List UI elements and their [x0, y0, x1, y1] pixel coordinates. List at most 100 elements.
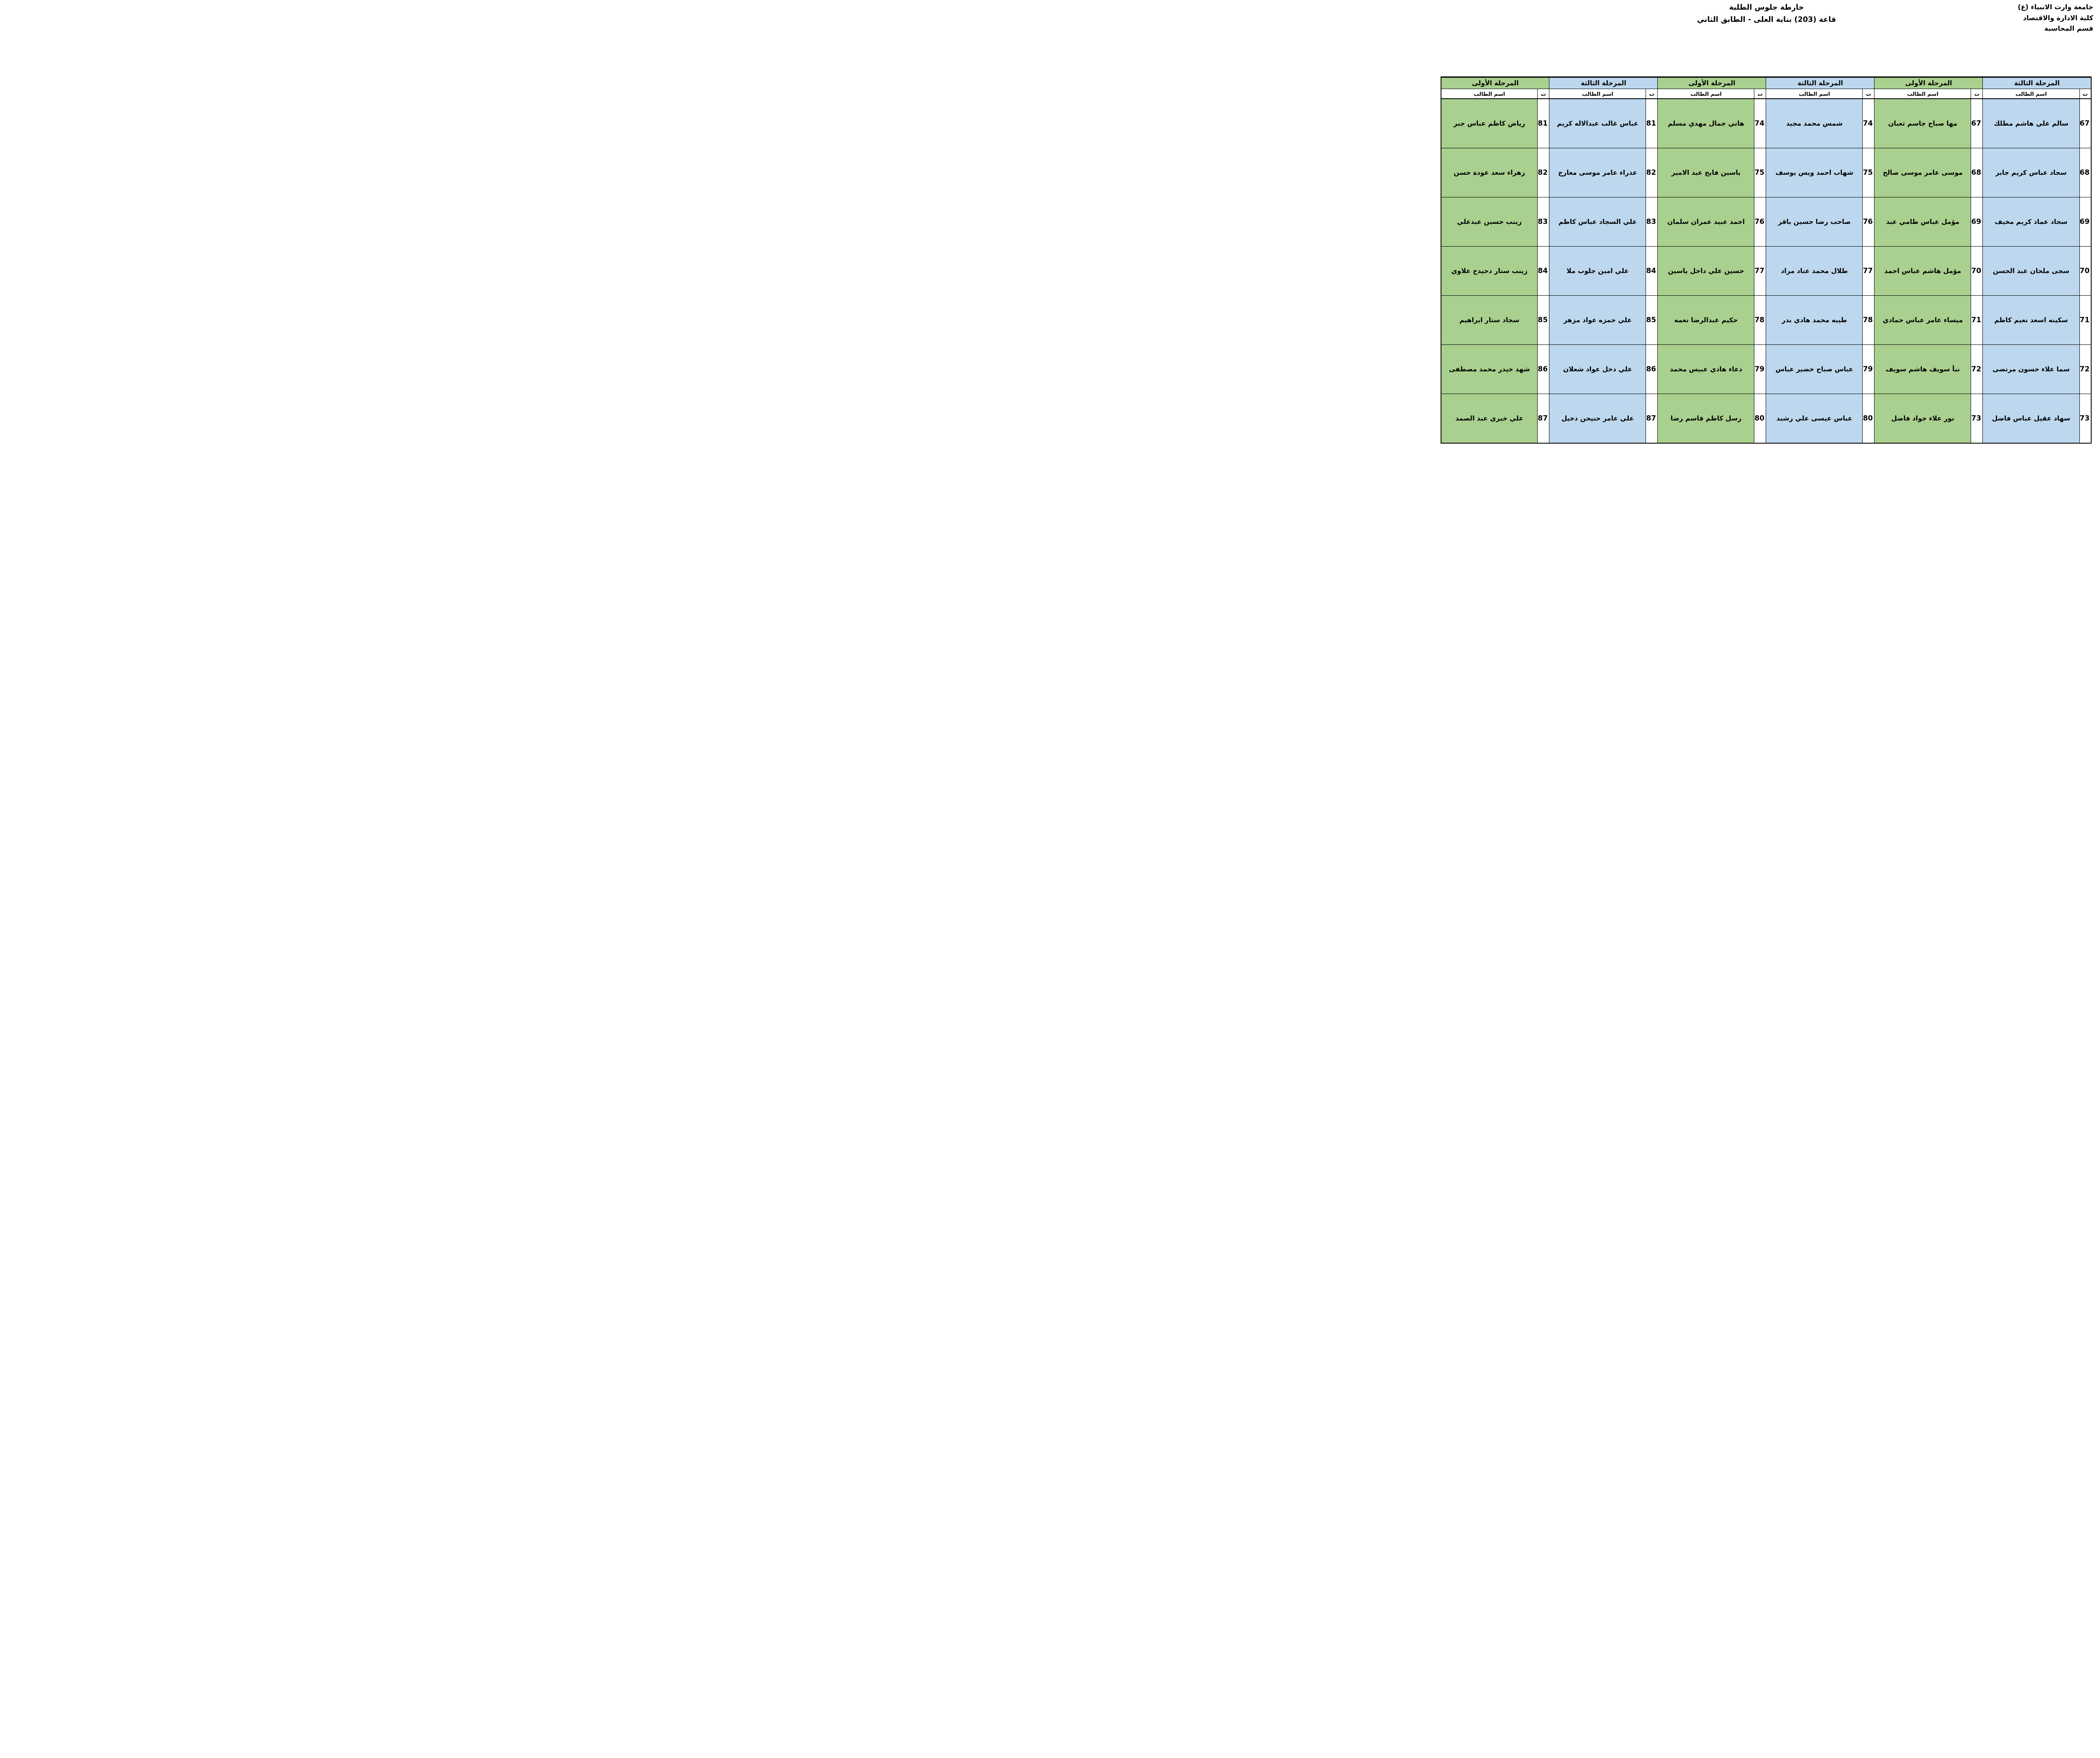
student-name-cell: شمس محمد مجيد — [1766, 98, 1863, 148]
stage-header: المرحلة الأولى — [1441, 76, 1550, 89]
student-name-cell: علي عامر حنيحن دخيل — [1549, 394, 1646, 444]
seq-column-header: ت — [2079, 89, 2092, 99]
seat-number-cell: 82 — [1537, 148, 1550, 197]
table-row: 69 سجاد عماد كريم مخيف 69 مؤمل عباس طامي عب… — [1441, 197, 2092, 247]
seat-number-cell: 73 — [1971, 394, 1983, 444]
seat-number-cell: 79 — [1862, 344, 1875, 394]
seat-number-cell: 73 — [2079, 394, 2092, 444]
seating-table: المرحلة الثالثة المرحلة الأولى المرحلة الث… — [1440, 76, 2092, 444]
seat-number-cell: 71 — [1971, 295, 1983, 345]
student-name-cell: علي خيري عبد الصمد — [1441, 394, 1538, 444]
student-name-cell: شهاب احمد ويس يوسف — [1766, 148, 1863, 197]
student-name-cell: سجاد ستار ابراهيم — [1441, 295, 1538, 345]
stage-header: المرحلة الثالثة — [1766, 76, 1875, 89]
seq-column-header: ت — [1754, 89, 1767, 99]
student-name-cell: مها صباح جاسم ثعبان — [1874, 98, 1971, 148]
student-name-cell: زينب ستار دحيدح علاوي — [1441, 246, 1538, 296]
student-name-cell: سكينه اسعد نعيم كاظم — [1982, 295, 2080, 345]
student-name-column-header: اسم الطالب — [1441, 89, 1538, 99]
seat-number-cell: 84 — [1646, 246, 1658, 296]
seq-column-header: ت — [1971, 89, 1983, 99]
student-name-cell: علي امين جلوب ملا — [1549, 246, 1646, 296]
student-name-cell: علي حمزه عواد مزهر — [1549, 295, 1646, 345]
seat-number-cell: 86 — [1646, 344, 1658, 394]
seat-number-cell: 86 — [1537, 344, 1550, 394]
seat-number-cell: 72 — [1971, 344, 1983, 394]
student-name-cell: طلال محمد عناد مراد — [1766, 246, 1863, 296]
stage-header: المرحلة الثالثة — [1549, 76, 1658, 89]
student-name-column-header: اسم الطالب — [1549, 89, 1646, 99]
page-title: خارطة جلوس الطلبة قاعة (203) بناية العلى… — [1433, 2, 2100, 26]
table-row: 67 سالم علي هاشم مطلك 67 مها صباح جاسم ثعبا… — [1441, 98, 2092, 148]
seq-column-header: ت — [1646, 89, 1658, 99]
seat-number-cell: 72 — [2079, 344, 2092, 394]
student-name-cell: شهد حيدر محمد مصطفى — [1441, 344, 1538, 394]
seat-number-cell: 83 — [1646, 197, 1658, 247]
student-name-cell: عباس صباح خضير عباس — [1766, 344, 1863, 394]
seat-number-cell: 82 — [1646, 148, 1658, 197]
university-name: جامعة وارث الانبياء (ع) — [2018, 3, 2093, 11]
seat-number-cell: 81 — [1537, 98, 1550, 148]
student-name-cell: سالم علي هاشم مطلك — [1982, 98, 2080, 148]
seat-number-cell: 75 — [1862, 148, 1875, 197]
student-name-cell: سجى ملحان عبد الحسن — [1982, 246, 2080, 296]
seat-number-cell: 74 — [1862, 98, 1875, 148]
student-name-cell: نور علاء جواد فاضل — [1874, 394, 1971, 444]
seat-number-cell: 80 — [1754, 394, 1767, 444]
student-name-cell: سجاد عماد كريم مخيف — [1982, 197, 2080, 247]
student-name-cell: حسين علي داخل ياسين — [1657, 246, 1755, 296]
student-name-cell: سهاد عقيل عباس فاضل — [1982, 394, 2080, 444]
student-name-cell: سجاد عباس كريم جابر — [1982, 148, 2080, 197]
seat-number-cell: 71 — [2079, 295, 2092, 345]
seat-number-cell: 68 — [1971, 148, 1983, 197]
seat-number-cell: 67 — [2079, 98, 2092, 148]
table-row: 68 سجاد عباس كريم جابر 68 موسى عامر موسى صا… — [1441, 148, 2092, 197]
seat-number-cell: 81 — [1646, 98, 1658, 148]
student-name-cell: علي السجاد عباس كاظم — [1549, 197, 1646, 247]
room-location: قاعة (203) بناية العلى - الطابق الثاني — [1697, 15, 1836, 24]
seat-number-cell: 78 — [1754, 295, 1767, 345]
student-name-column-header: اسم الطالب — [1657, 89, 1755, 99]
table-row: 73 سهاد عقيل عباس فاضل 73 نور علاء جواد فاض… — [1441, 394, 2092, 444]
seat-number-cell: 79 — [1754, 344, 1767, 394]
student-name-cell: هاني جمال مهدي مسلم — [1657, 98, 1755, 148]
chart-title: خارطة جلوس الطلبة — [1729, 3, 1804, 12]
seat-number-cell: 74 — [1754, 98, 1767, 148]
student-name-column-header: اسم الطالب — [1874, 89, 1971, 99]
seq-column-header: ت — [1862, 89, 1875, 99]
seat-number-cell: 87 — [1646, 394, 1658, 444]
seat-number-cell: 70 — [2079, 246, 2092, 296]
student-name-cell: زهراء سعد عودة حسن — [1441, 148, 1538, 197]
student-name-cell: زينب حسين عبدعلي — [1441, 197, 1538, 247]
seat-number-cell: 69 — [2079, 197, 2092, 247]
student-name-cell: ياسين فايح عبد الامير — [1657, 148, 1755, 197]
college-name: كلية الادارة والاقتصاد — [2023, 13, 2093, 22]
student-name-cell: سما علاء حسون مرتضى — [1982, 344, 2080, 394]
student-name-cell: احمد عبيد عمران سلمان — [1657, 197, 1755, 247]
seat-number-cell: 77 — [1862, 246, 1875, 296]
student-name-cell: مؤمل هاشم عباس احمد — [1874, 246, 1971, 296]
seat-number-cell: 67 — [1971, 98, 1983, 148]
seat-number-cell: 78 — [1862, 295, 1875, 345]
stage-header: المرحلة الأولى — [1874, 76, 1983, 89]
table-row: 70 سجى ملحان عبد الحسن 70 مؤمل هاشم عباس اح… — [1441, 246, 2092, 296]
seat-number-cell: 85 — [1646, 295, 1658, 345]
seating-chart-page: { "institution": { "line1": "جامعة وارث … — [1433, 0, 2100, 444]
student-name-column-header: اسم الطالب — [1982, 89, 2080, 99]
stage-header: المرحلة الأولى — [1657, 76, 1767, 89]
student-name-cell: مؤمل عباس طامي عبد — [1874, 197, 1971, 247]
department-name: قسم المحاسبة — [2044, 24, 2093, 33]
student-name-cell: عباس عيسى علي رشيد — [1766, 394, 1863, 444]
student-name-cell: علي دخل عواد شعلان — [1549, 344, 1646, 394]
seq-column-header: ت — [1537, 89, 1550, 99]
stage-header: المرحلة الثالثة — [1982, 76, 2092, 89]
table-row: 71 سكينه اسعد نعيم كاظم 71 ميساء عامر عباس … — [1441, 295, 2092, 345]
seat-number-cell: 80 — [1862, 394, 1875, 444]
student-name-cell: عذراء عامر موسى معارج — [1549, 148, 1646, 197]
seat-number-cell: 83 — [1537, 197, 1550, 247]
seat-number-cell: 87 — [1537, 394, 1550, 444]
student-name-column-header: اسم الطالب — [1766, 89, 1863, 99]
student-name-cell: رياض كاظم عباس جبر — [1441, 98, 1538, 148]
seat-number-cell: 76 — [1862, 197, 1875, 247]
student-name-cell: نبأ سويف هاشم سويف — [1874, 344, 1971, 394]
